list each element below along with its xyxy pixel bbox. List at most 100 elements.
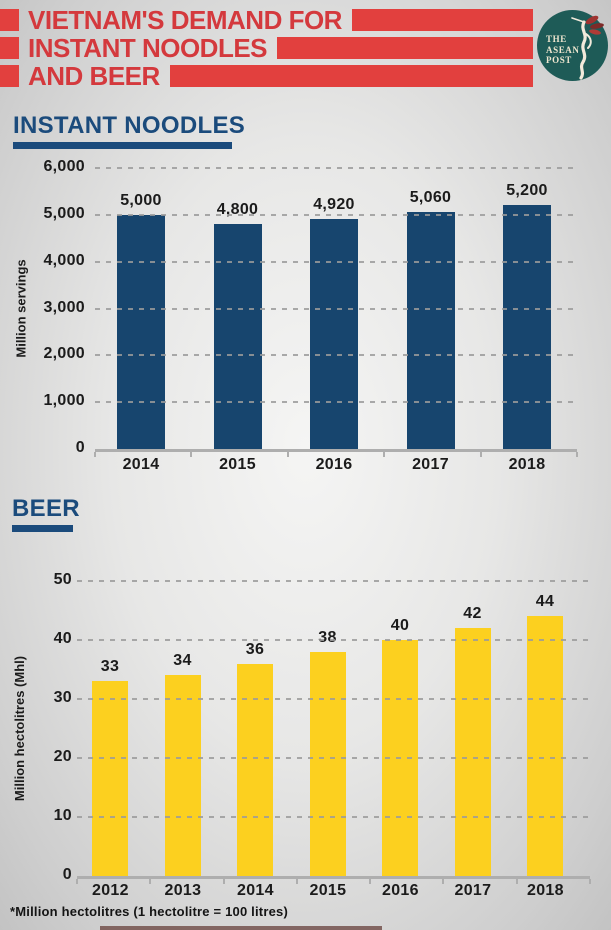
axis-tick [149,879,152,884]
bar-cell: 5,200 [503,182,551,449]
bar-value-label: 5,000 [120,191,162,209]
gridline [95,260,577,263]
x-axis-label: 2014 [122,456,160,473]
gridline [95,401,577,404]
x-axis-line [76,876,591,884]
x-axis-label: 2013 [164,882,202,899]
gridline [95,354,577,357]
hummingbird-icon [571,15,604,80]
gridline [77,757,590,759]
bar-cell: 40 [382,617,418,876]
bar-cell: 4,920 [310,196,358,449]
gridline [77,639,590,641]
bar-cell: 44 [527,593,563,876]
bars-row: 33 34 36 38 40 42 44 [77,581,590,876]
y-tick-label: 5,000 [43,204,85,222]
header: VIETNAM'S DEMAND FOR INSTANT NOODLES AND… [0,5,533,91]
section-title-beer: BEER [12,495,80,522]
axis-tick [515,879,518,884]
y-tick-label: 30 [53,689,72,706]
x-axis-label: 2015 [309,882,347,899]
axis-tick [576,452,578,457]
section-title-underline [13,142,232,149]
bar-cell: 5,000 [117,192,165,449]
axis-tick [190,452,193,457]
x-axis-label: 2017 [454,882,492,899]
bar [310,218,358,449]
gridline [77,698,590,700]
main-title-line-1: VIETNAM'S DEMAND FOR [28,5,342,35]
bar-value-label: 5,200 [506,182,548,200]
bar-value-label: 36 [245,640,265,658]
bar-value-label: 42 [463,605,482,623]
axis-tick [589,879,591,884]
bar [454,628,491,876]
bars-row: 5,000 4,800 4,920 5,060 5,200 [95,168,577,449]
x-axis-label: 2016 [382,882,419,899]
x-axis-label: 2017 [412,456,449,473]
bar-cell: 34 [164,652,201,876]
x-labels-row: 2012 2013 2014 2015 2016 2017 2018 [77,882,590,900]
y-tick-label: 0 [62,866,72,883]
bar-value-label: 5,060 [409,189,452,207]
bar-value-label: 38 [318,628,337,646]
header-accent-block [0,9,19,31]
x-axis-label: 2014 [237,882,274,899]
bar-value-label: 40 [390,617,410,634]
y-tick-label: 20 [53,748,72,765]
bar [92,681,128,876]
bar [406,212,455,449]
main-title-line-3: AND BEER [28,61,160,91]
bar-value-label: 33 [100,658,120,676]
y-tick-label: 4,000 [43,251,85,269]
logo-line-post: POST [546,55,572,65]
x-axis-label: 2018 [527,882,564,899]
header-row-3: AND BEER [0,61,533,91]
header-accent-block [0,37,19,59]
gridline [77,816,590,818]
axis-tick [442,879,445,884]
x-labels-row: 2014 2015 2016 2017 2018 [95,456,577,474]
y-tick-label: 0 [75,439,85,456]
y-tick-labels: 0 1,000 2,000 3,000 4,000 5,000 6,000 [25,158,85,456]
bar-value-label: 44 [535,593,555,611]
asean-post-logo: THE ASEAN POST [537,10,608,81]
y-tick-label: 10 [53,807,72,824]
main-title-line-2: INSTANT NOODLES [28,33,268,63]
logo-line-asean: ASEAN [546,44,580,55]
bar-value-label: 4,920 [313,195,355,213]
header-accent-bar [277,37,533,59]
y-tick-label: 3,000 [43,298,85,316]
y-tick-label: 50 [53,571,72,588]
bar [164,675,201,876]
footnote: *Million hectolitres (1 hectolitre = 100… [10,904,288,919]
y-tick-label: 6,000 [43,158,85,175]
gridline [95,213,577,216]
axis-tick [222,879,225,884]
header-accent-bar [351,9,533,31]
bar [309,651,346,876]
logo-line-the: THE [546,34,567,44]
header-row-1: VIETNAM'S DEMAND FOR [0,5,533,35]
gridline [95,307,577,310]
logo-wordmark: THE ASEAN POST [546,34,580,66]
axis-tick [94,452,96,457]
axis-tick [369,879,372,884]
bar-cell: 38 [309,628,346,876]
axis-tick [383,452,386,457]
x-axis-label: 2015 [219,456,256,473]
bar [237,663,273,876]
axis-tick [479,452,482,457]
bottom-divider [100,926,382,930]
y-tick-label: 40 [53,630,72,647]
header-row-2: INSTANT NOODLES [0,33,533,63]
section-title-instant-noodles: INSTANT NOODLES [13,112,246,139]
x-axis-label: 2018 [508,456,546,473]
section-title-underline [12,525,73,532]
bar [503,205,551,449]
gridline [95,167,577,169]
axis-tick [76,879,78,884]
